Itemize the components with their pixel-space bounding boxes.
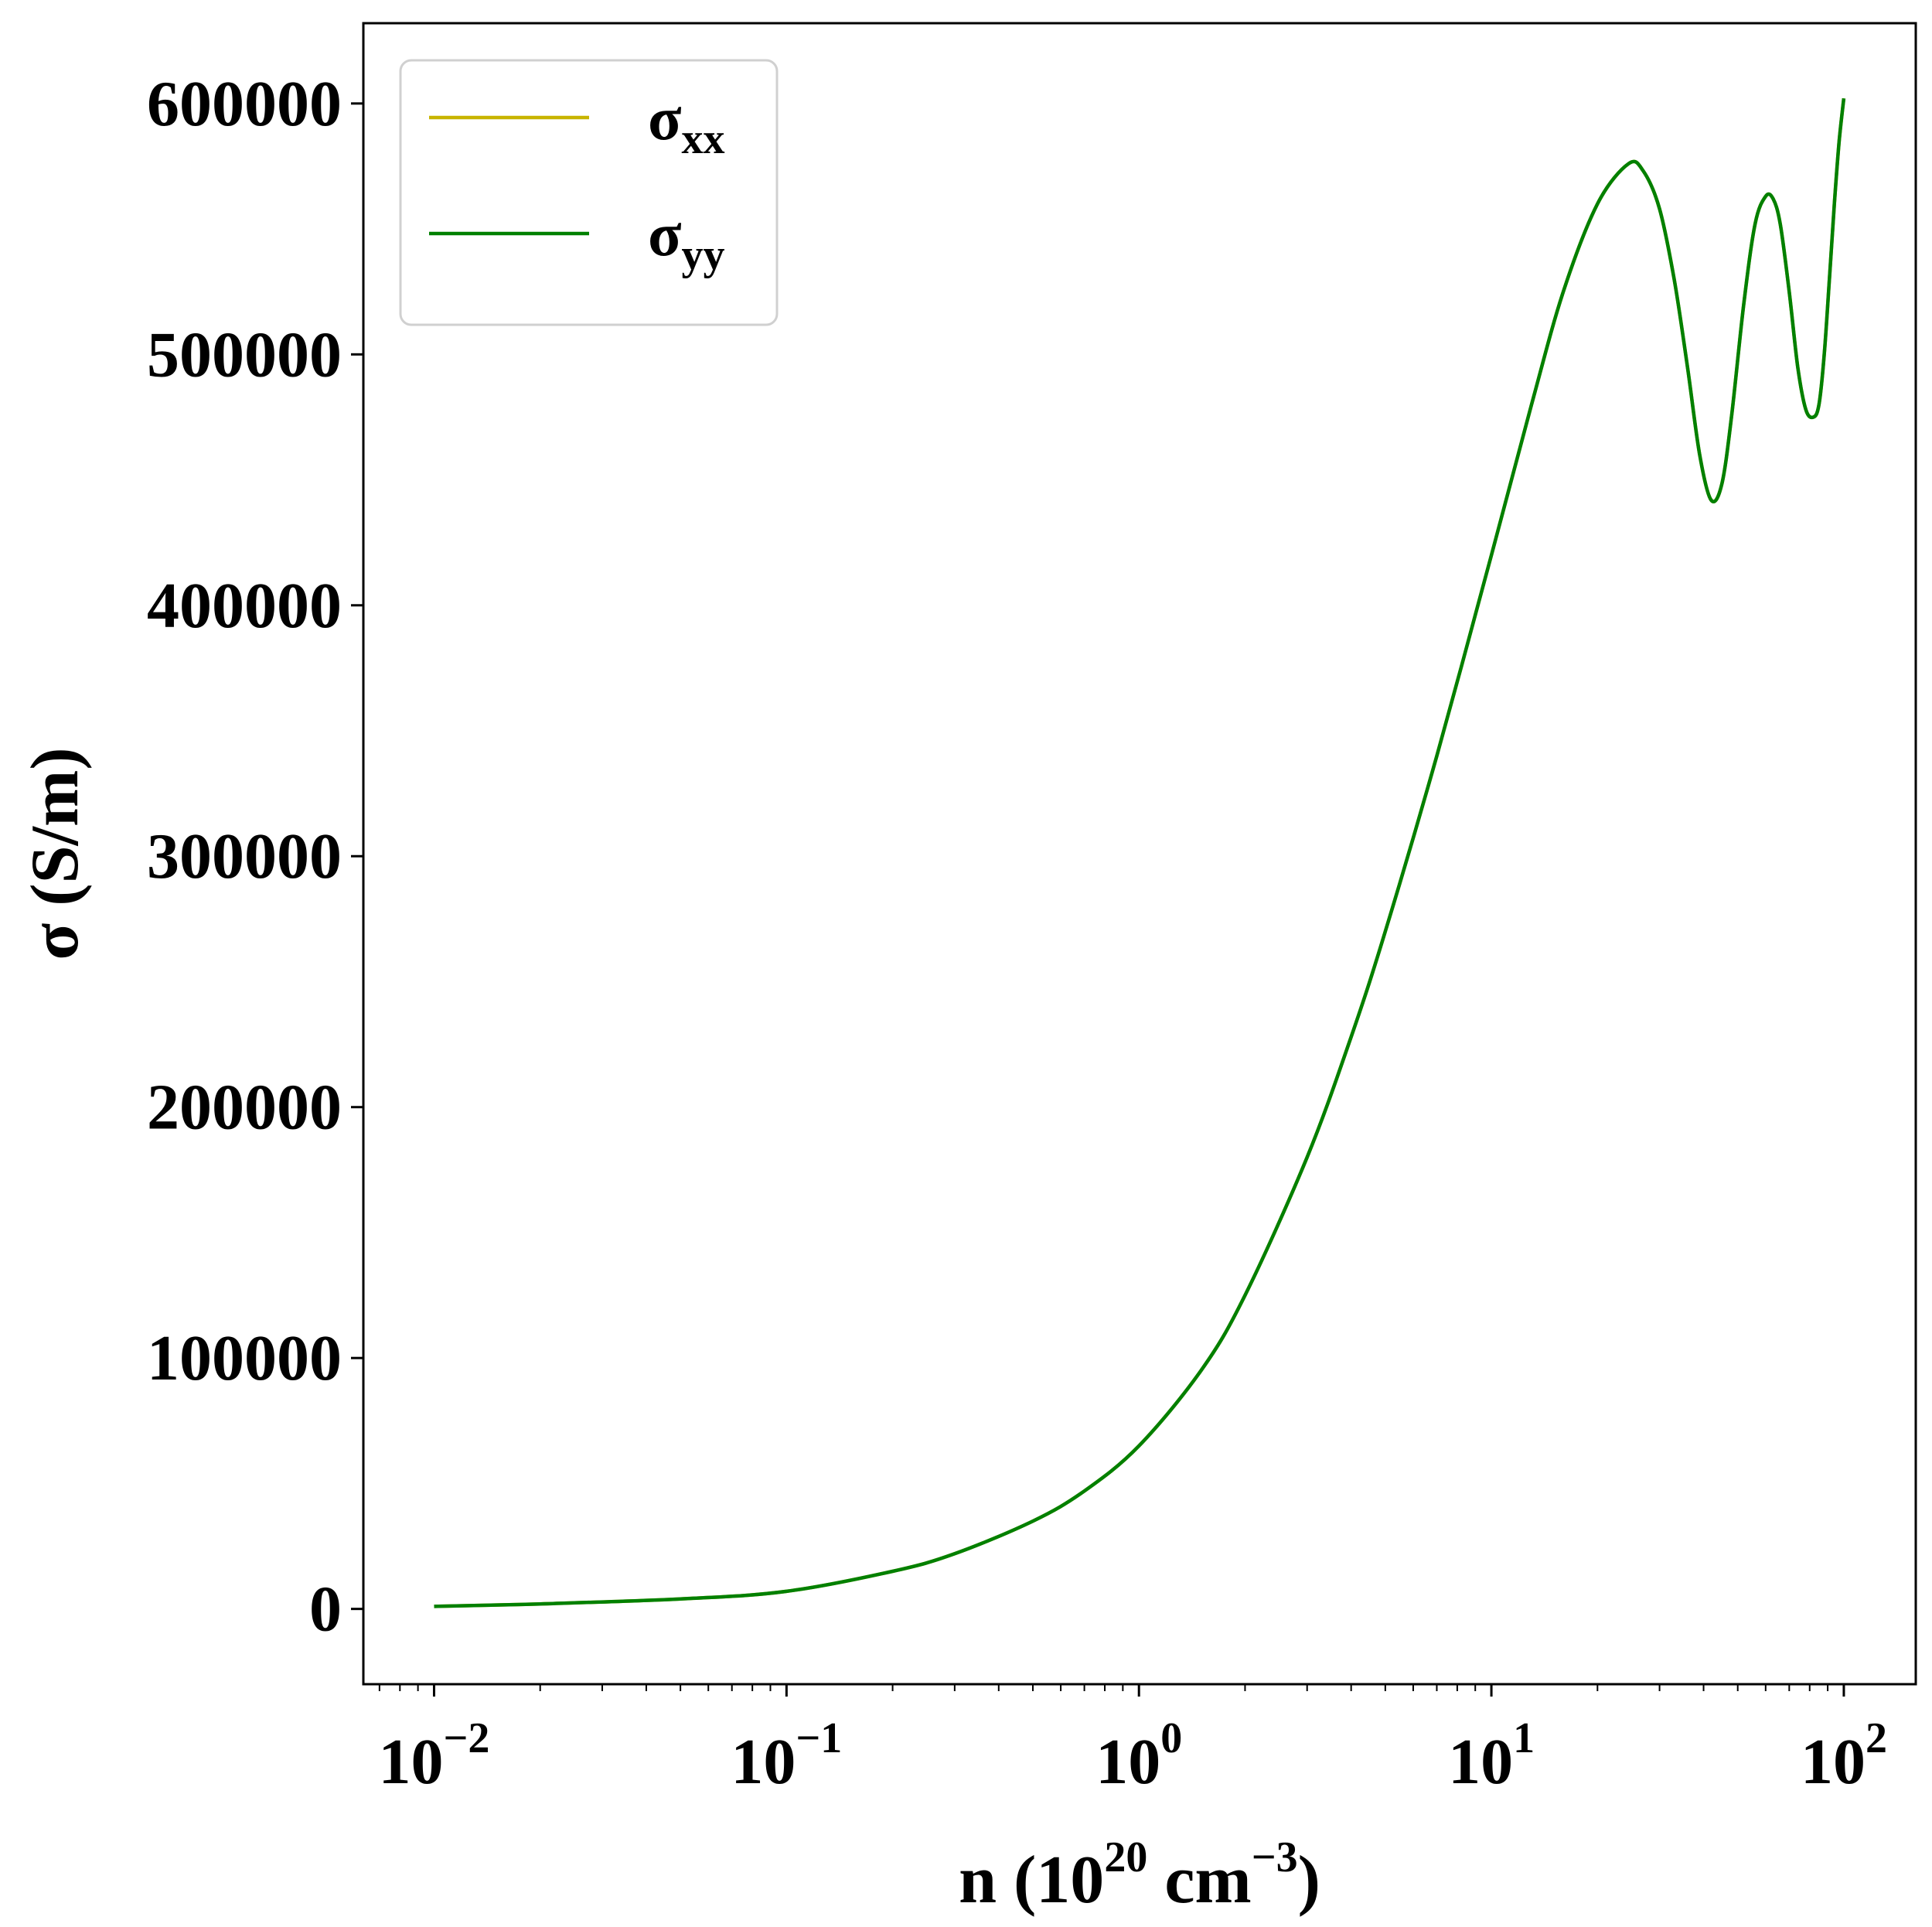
x-tick-label-exponent: 2 — [1866, 1714, 1887, 1762]
x-tick-label-base: 10 — [1448, 1726, 1513, 1798]
x-tick-label-exponent: −2 — [444, 1714, 490, 1762]
y-axis-ticks: 0 100000 200000 300000 400000 500000 600000 — [147, 68, 363, 1646]
x-axis-label-exp1: 20 — [1104, 1833, 1147, 1881]
x-tick-label-exponent: 0 — [1160, 1714, 1182, 1762]
y-tick-label: 400000 — [147, 570, 342, 642]
x-tick-label: 10−2 — [379, 1714, 490, 1798]
y-tick-label: 500000 — [147, 319, 342, 391]
y-tick-label: 0 — [309, 1574, 342, 1646]
x-tick-label-exponent: −1 — [796, 1714, 842, 1762]
y-tick-label: 200000 — [147, 1072, 342, 1144]
x-tick-label: 10−1 — [731, 1714, 842, 1798]
legend-frame — [399, 59, 779, 326]
y-tick-label: 100000 — [147, 1322, 342, 1394]
y-axis-label: σ (S/m) — [18, 747, 93, 960]
x-tick-label-exponent: 1 — [1513, 1714, 1535, 1762]
legend-label-base: σ — [648, 85, 682, 153]
x-axis-label-mid: cm — [1147, 1843, 1251, 1918]
legend-label-subscript: yy — [682, 231, 725, 279]
legend-label-base: σ — [648, 201, 682, 269]
x-tick-label-base: 10 — [731, 1726, 796, 1798]
legend-label-subscript: xx — [682, 115, 725, 163]
x-tick-label: 102 — [1801, 1714, 1887, 1798]
y-tick-label: 600000 — [147, 68, 342, 140]
x-tick-label-base: 10 — [1801, 1726, 1866, 1798]
x-tick-label-base: 10 — [1095, 1726, 1160, 1798]
x-axis-label-end: ) — [1298, 1843, 1320, 1918]
legend-label-yy: σyy — [648, 201, 725, 279]
series-line-yy — [434, 98, 1846, 1608]
x-axis-label-exp2: −3 — [1252, 1833, 1298, 1881]
plot-curves — [434, 98, 1846, 1608]
x-axis-ticks: 10−2 10−1 100 101 102 — [379, 1684, 1887, 1798]
legend-label-xx: σxx — [648, 85, 725, 163]
x-tick-label: 100 — [1095, 1714, 1182, 1798]
x-axis-label-base: n (10 — [959, 1843, 1104, 1918]
y-tick-label: 300000 — [147, 820, 342, 892]
x-tick-label-base: 10 — [379, 1726, 444, 1798]
x-axis-label: n (1020 cm−3) — [959, 1833, 1320, 1918]
x-tick-label: 101 — [1448, 1714, 1535, 1798]
